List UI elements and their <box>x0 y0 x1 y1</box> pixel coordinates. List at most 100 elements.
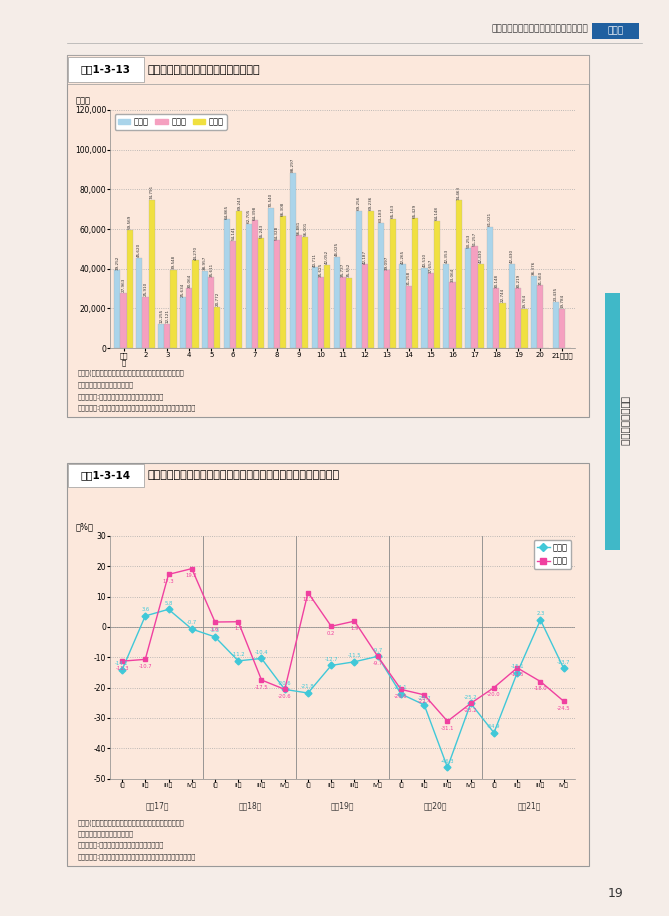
Bar <box>521 309 528 348</box>
Text: 19: 19 <box>607 887 624 900</box>
Bar <box>531 276 537 348</box>
Text: -25.7: -25.7 <box>417 696 431 702</box>
Text: 平成19年: 平成19年 <box>331 802 355 811</box>
Bar <box>290 173 296 348</box>
Text: 平成17年: 平成17年 <box>145 802 169 811</box>
Bar <box>456 201 462 348</box>
Text: 33,064: 33,064 <box>450 267 454 282</box>
Bar <box>214 307 221 348</box>
Text: -20.0: -20.0 <box>487 692 501 697</box>
Text: 61,021: 61,021 <box>488 213 492 226</box>
Bar <box>274 240 280 348</box>
Text: -31.1: -31.1 <box>441 725 454 731</box>
Text: 平成20年: 平成20年 <box>424 802 448 811</box>
Bar <box>450 282 456 348</box>
Bar <box>383 270 390 348</box>
Text: 35,552: 35,552 <box>347 263 351 277</box>
Text: 注：地域区分は以下のとおり。: 注：地域区分は以下のとおり。 <box>78 831 133 837</box>
Bar <box>68 464 144 486</box>
Bar <box>559 309 565 348</box>
Bar <box>465 248 472 348</box>
Text: 5.8: 5.8 <box>165 601 173 605</box>
Bar <box>68 57 144 82</box>
Bar <box>346 278 352 348</box>
Text: -25.2: -25.2 <box>464 708 478 713</box>
Text: -21.8: -21.8 <box>301 684 315 690</box>
Bar <box>493 289 500 348</box>
Bar <box>186 289 193 348</box>
Bar <box>224 219 230 348</box>
Text: 1.7: 1.7 <box>234 627 242 631</box>
Bar <box>126 230 132 348</box>
Text: -20.6: -20.6 <box>394 694 408 699</box>
Bar <box>324 265 330 348</box>
Text: 36,376: 36,376 <box>532 261 536 276</box>
Text: 19,764: 19,764 <box>522 294 527 309</box>
Text: 39,097: 39,097 <box>385 256 389 270</box>
Bar <box>334 256 340 348</box>
Bar <box>280 216 286 348</box>
Text: 46,025: 46,025 <box>334 242 339 256</box>
Text: （戸）: （戸） <box>76 96 90 105</box>
Text: -11.2: -11.2 <box>231 652 245 658</box>
Bar <box>165 324 171 348</box>
Text: 平成18年: 平成18年 <box>238 802 262 811</box>
Text: -12.7: -12.7 <box>324 657 338 661</box>
Bar <box>356 211 362 348</box>
Legend: 首都圏, 近畿圏: 首都圏, 近畿圏 <box>534 540 571 569</box>
Bar <box>427 273 434 348</box>
Text: 首都圏・近畿圏のマンション新規発売戸数の推移（前年同期比）: 首都圏・近畿圏のマンション新規発売戸数の推移（前年同期比） <box>148 471 340 480</box>
Text: 31,560: 31,560 <box>539 270 543 285</box>
Text: 40,510: 40,510 <box>422 253 426 267</box>
Bar <box>302 237 308 348</box>
Bar <box>368 211 374 348</box>
Text: 30,064: 30,064 <box>187 274 191 288</box>
Bar <box>434 221 440 348</box>
Text: -17.5: -17.5 <box>255 684 268 690</box>
Text: 1.9: 1.9 <box>351 626 359 631</box>
Text: 65,429: 65,429 <box>413 203 417 218</box>
Bar <box>487 227 493 348</box>
Bar <box>296 235 302 348</box>
Text: 35,611: 35,611 <box>209 263 213 277</box>
Text: 69,236: 69,236 <box>369 196 373 210</box>
Text: 44,270: 44,270 <box>193 245 197 259</box>
Text: -0.7: -0.7 <box>187 620 197 626</box>
Text: 0.2: 0.2 <box>327 631 335 636</box>
Text: 59,569: 59,569 <box>128 215 132 229</box>
Bar <box>472 246 478 348</box>
Bar <box>312 267 318 348</box>
Text: -10.4: -10.4 <box>255 649 268 655</box>
Bar <box>509 264 515 348</box>
Text: -10.7: -10.7 <box>138 664 152 669</box>
Text: 51,257: 51,257 <box>472 232 476 245</box>
Text: 第１章: 第１章 <box>607 27 624 36</box>
Text: 注：地域区分は以下のとおり。: 注：地域区分は以下のとおり。 <box>78 381 133 388</box>
Text: 39,252: 39,252 <box>116 256 119 269</box>
Text: 近畿圏:滋賀県、京都府、大阪府、兵庫県、奈良県、和歌山県: 近畿圏:滋賀県、京都府、大阪府、兵庫県、奈良県、和歌山県 <box>78 405 195 411</box>
Text: 27,963: 27,963 <box>122 278 126 292</box>
Text: 66,308: 66,308 <box>281 202 285 216</box>
Bar <box>405 286 411 348</box>
Text: 31,258: 31,258 <box>407 271 411 286</box>
Text: 40,711: 40,711 <box>313 253 317 267</box>
Text: 69,256: 69,256 <box>357 196 361 210</box>
Text: 38,957: 38,957 <box>203 256 207 270</box>
Text: -14.2: -14.2 <box>115 661 129 666</box>
Text: -18.0: -18.0 <box>534 686 547 691</box>
Text: -34.9: -34.9 <box>487 725 500 729</box>
Text: 64,398: 64,398 <box>253 205 257 220</box>
Bar <box>390 219 396 348</box>
Text: 42,052: 42,052 <box>325 250 329 264</box>
Text: 30,219: 30,219 <box>516 273 520 288</box>
Bar <box>421 267 427 348</box>
Bar <box>399 264 405 348</box>
Bar <box>236 211 242 348</box>
Text: 62,705: 62,705 <box>247 209 251 223</box>
Text: 50,253: 50,253 <box>466 234 470 247</box>
Text: 64,148: 64,148 <box>435 206 439 220</box>
Text: 54,141: 54,141 <box>231 226 235 240</box>
Text: 63,183: 63,183 <box>379 208 383 222</box>
Text: 39,548: 39,548 <box>171 255 175 269</box>
Bar <box>136 257 142 348</box>
